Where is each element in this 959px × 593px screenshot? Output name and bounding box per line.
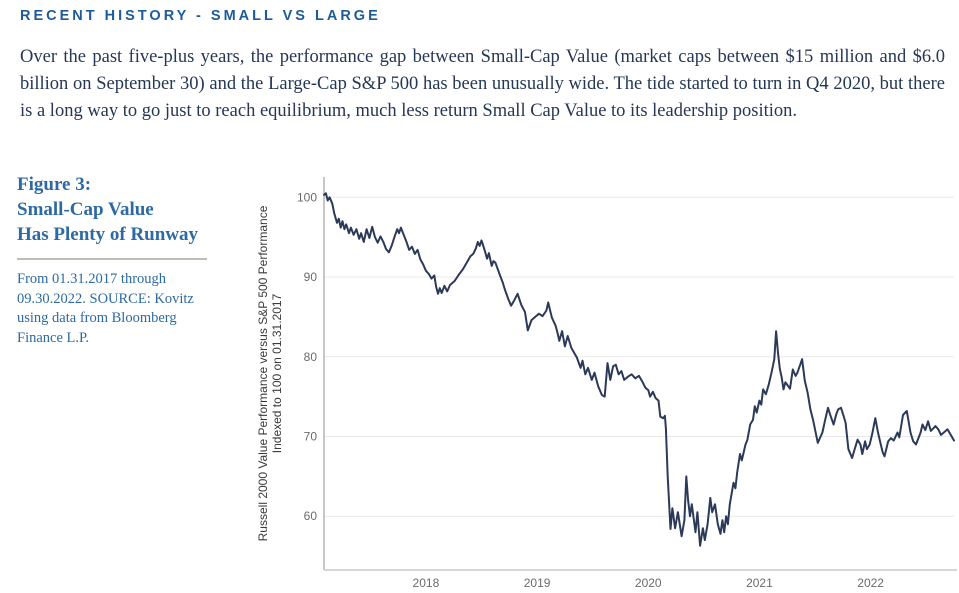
y-tick-label: 70: [304, 429, 318, 443]
figure-source: From 01.31.2017 through 09.30.2022. SOUR…: [17, 270, 227, 348]
figure-caption: Figure 3: Small-Cap Value Has Plenty of …: [17, 172, 227, 348]
y-axis-title-line1: Russell 2000 Value Performance versus S&…: [256, 205, 270, 541]
y-tick-label: 90: [304, 270, 318, 284]
x-tick-label: 2018: [413, 576, 440, 590]
figure-title-line: Figure 3:: [17, 174, 92, 195]
x-tick-label: 2022: [857, 576, 884, 590]
x-tick-label: 2019: [524, 576, 551, 590]
figure-title-line: Has Plenty of Runway: [17, 224, 199, 245]
x-tick-label: 2020: [635, 576, 662, 590]
y-axis-title-line2: Indexed to 100 on 01.31.2017: [270, 293, 284, 453]
section-heading: RECENT HISTORY - SMALL VS LARGE: [20, 8, 381, 24]
y-tick-label: 100: [297, 190, 317, 204]
intro-paragraph: Over the past five-plus years, the perfo…: [20, 47, 945, 121]
figure-source-line: 09.30.2022. SOURCE: Kovitz: [17, 290, 194, 307]
figure-source-line: Finance L.P.: [17, 329, 90, 346]
y-tick-label: 60: [304, 509, 318, 523]
series-line: [323, 192, 955, 547]
y-tick-label: 80: [304, 350, 318, 364]
figure-source-line: using data from Bloomberg: [17, 310, 177, 326]
x-tick-label: 2021: [746, 576, 773, 590]
figure-source-line: From 01.31.2017 through: [17, 271, 167, 287]
figure-divider: [17, 258, 207, 260]
figure-title: Figure 3: Small-Cap Value Has Plenty of …: [17, 172, 227, 247]
figure-title-line: Small-Cap Value: [17, 199, 154, 220]
performance-line-chart: 100 90 80 70 60 2018 2019 2020 2021 2022 Russell 2…: [256, 177, 957, 590]
